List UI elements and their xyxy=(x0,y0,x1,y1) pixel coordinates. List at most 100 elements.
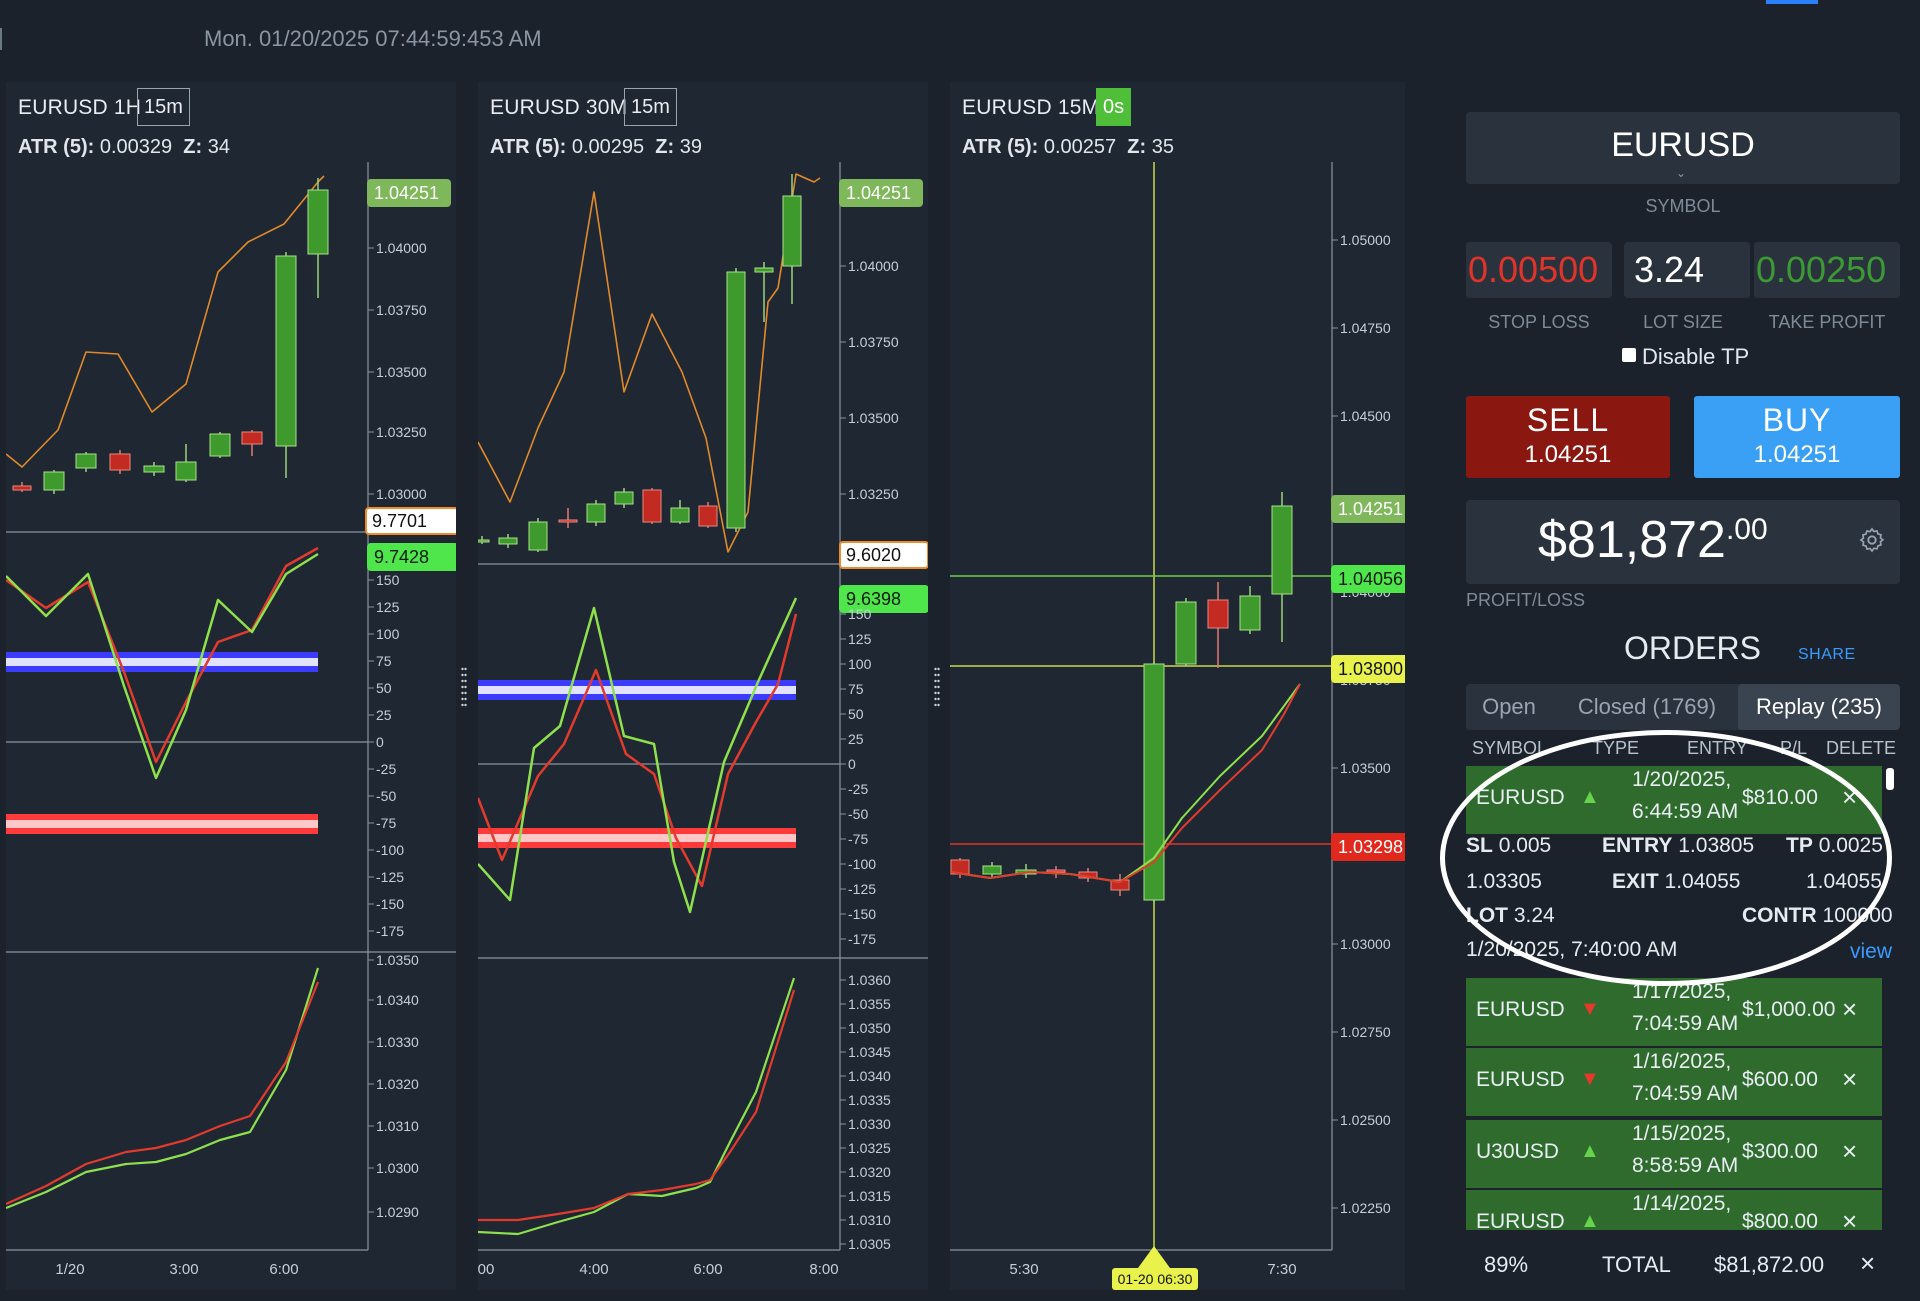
active-tab-indicator[interactable] xyxy=(1766,0,1818,4)
atr-readout: ATR (5): 0.00295 Z: 39 xyxy=(490,136,702,159)
order-date: 1/16/2025, xyxy=(1632,1050,1732,1073)
cursor-marker xyxy=(1138,1246,1170,1268)
tab-replay[interactable]: Replay (235) xyxy=(1738,684,1900,730)
panel-resize-handle[interactable] xyxy=(934,666,940,710)
candle xyxy=(1143,663,1165,901)
win-rate: 89% xyxy=(1484,1252,1529,1277)
symbol-value: EURUSD xyxy=(1611,126,1755,164)
toolbar-divider xyxy=(0,28,2,50)
symbol-selector[interactable]: EURUSD ⌄ xyxy=(1466,112,1900,184)
opened-timestamp: 1/20/2025, 7:40:00 AM xyxy=(1466,938,1678,961)
disable-tp-toggle[interactable]: Disable TP xyxy=(1622,344,1749,370)
order-symbol: EURUSD xyxy=(1476,1068,1565,1091)
price-tag xyxy=(839,585,928,613)
tab-closed[interactable]: Closed (1769) xyxy=(1577,694,1717,719)
sell-label: SELL xyxy=(1526,402,1610,438)
chart-30m-canvas[interactable]: 1.040001.037501.035001.032501.042519.602… xyxy=(478,82,928,1290)
axis-tick-label: 75 xyxy=(376,653,392,669)
candle xyxy=(109,453,131,471)
delete-order-icon[interactable]: × xyxy=(1842,1136,1858,1166)
order-row[interactable]: EURUSD ▲ 1/14/2025, $800.00 × xyxy=(1466,1190,1882,1230)
candle xyxy=(241,431,263,445)
axis-tick-label: 150 xyxy=(376,572,400,588)
axis-tick-label: -100 xyxy=(848,856,876,872)
timeframe-selector[interactable]: 15m xyxy=(624,88,677,126)
sell-price: 1.04251 xyxy=(1524,441,1612,468)
order-time: 6:44:59 AM xyxy=(1632,800,1739,823)
sell-button[interactable]: SELL 1.04251 xyxy=(1466,396,1670,478)
axis-tick-label: 1.0340 xyxy=(376,992,419,1008)
close-icon[interactable]: × xyxy=(1860,1248,1876,1278)
stop-loss-input[interactable]: 0.00500 xyxy=(1466,242,1612,298)
axis-tick-label: 1.03500 xyxy=(376,364,427,380)
z-label: Z: xyxy=(655,136,675,158)
ma-red xyxy=(478,989,796,1222)
delete-order-icon[interactable]: × xyxy=(1842,1206,1858,1230)
atr-label: ATR (5): xyxy=(490,136,567,158)
chevron-down-icon: ⌄ xyxy=(1676,166,1687,180)
lot-value: 3.24 xyxy=(1513,904,1555,927)
candle xyxy=(642,489,662,523)
panel-resize-handle[interactable] xyxy=(461,666,467,710)
total-value: $81,872.00 xyxy=(1714,1252,1825,1277)
candle xyxy=(982,865,1002,875)
chart-15m-canvas[interactable]: 1.050001.047501.045001.042501.040001.037… xyxy=(950,82,1405,1290)
tp-label: TP xyxy=(1786,834,1813,857)
price-tag-label: 9.6398 xyxy=(846,589,901,609)
price-tag xyxy=(1331,833,1405,861)
candle xyxy=(1239,595,1261,631)
chart-1h-canvas[interactable]: 1.040001.037501.035001.032501.030001.042… xyxy=(6,82,456,1290)
x-tick-label: 4:00 xyxy=(579,1261,608,1278)
gear-icon[interactable] xyxy=(1858,526,1886,554)
share-link[interactable]: SHARE xyxy=(1798,646,1856,663)
order-row[interactable]: EURUSD ▼ 1/16/2025, 7:04:59 AM $600.00 × xyxy=(1466,1048,1882,1116)
order-symbol: EURUSD xyxy=(1476,998,1565,1021)
axis-tick-label: 1.03500 xyxy=(848,410,899,426)
take-profit-input[interactable]: 0.00250 xyxy=(1754,242,1900,298)
candle xyxy=(698,505,718,527)
delete-order-icon[interactable]: × xyxy=(1842,1064,1858,1094)
order-row[interactable]: EURUSD ▼ 1/17/2025, 7:04:59 AM $1,000.00 × xyxy=(1466,978,1882,1046)
order-detail: SL 0.005 ENTRY 1.03805 TP 0.0025 1.03305… xyxy=(1466,834,1896,966)
axis-tick-label: 1.0310 xyxy=(848,1212,891,1228)
axis-tick-label: 1.03500 xyxy=(1340,760,1391,776)
delete-order-icon[interactable]: × xyxy=(1842,994,1858,1024)
axis-tick-label: 1.03250 xyxy=(848,486,899,502)
candle xyxy=(43,471,65,491)
axis-tick-label: 0 xyxy=(848,756,856,772)
order-pl: $600.00 xyxy=(1742,1068,1818,1091)
axis-tick-label: 1.04000 xyxy=(376,240,427,256)
atr-readout: ATR (5): 0.00257 Z: 35 xyxy=(962,136,1174,159)
candle xyxy=(528,521,548,551)
axis-tick-label: 125 xyxy=(848,631,872,647)
axis-tick-label: 150 xyxy=(848,606,872,622)
ma-red xyxy=(950,683,1301,883)
arrow-up-icon: ▲ xyxy=(1580,1140,1600,1162)
timeframe-selector[interactable]: 15m xyxy=(137,88,190,126)
axis-tick-label: 1.0305 xyxy=(848,1236,891,1252)
delete-order-icon[interactable]: × xyxy=(1842,782,1858,812)
sl-value: 0.005 xyxy=(1498,834,1552,857)
timeframe-selector[interactable]: 0s xyxy=(1096,88,1132,126)
order-row[interactable]: U30USD ▲ 1/15/2025, 8:58:59 AM $300.00 × xyxy=(1466,1120,1882,1188)
axis-tick-label: 1.0320 xyxy=(376,1076,419,1092)
view-link[interactable]: view xyxy=(1849,940,1892,963)
chart-panel-30m[interactable]: 1.04000 1.03750 1.03500 1.03250 1.04251 9.602… xyxy=(478,82,928,1290)
oversold-band xyxy=(478,834,796,842)
axis-tick-label: -175 xyxy=(376,923,404,939)
disable-tp-checkbox[interactable] xyxy=(1622,348,1636,362)
orders-scrollbar[interactable] xyxy=(1886,768,1894,790)
candle xyxy=(478,539,490,543)
tab-open[interactable]: Open xyxy=(1482,694,1536,719)
price-tag xyxy=(1331,655,1405,683)
sl-price: 1.03305 xyxy=(1466,870,1542,893)
chart-panel-15m[interactable]: 1.050001.047501.045001.042501.040001.037… xyxy=(950,82,1405,1290)
chart-panel-1h[interactable]: 1.04000 1.03750 1.03500 1.03250 1.03000 1.042… xyxy=(6,82,456,1290)
axis-tick-label: 1.04500 xyxy=(1340,408,1391,424)
buy-button[interactable]: BUY 1.04251 xyxy=(1694,396,1900,478)
order-row[interactable]: EURUSD ▲ 1/20/2025, 6:44:59 AM $810.00 × xyxy=(1466,766,1882,834)
axis-tick-label: -150 xyxy=(848,906,876,922)
candle xyxy=(558,519,578,523)
lot-size-input[interactable]: 3.24 xyxy=(1624,242,1750,298)
order-date: 1/15/2025, xyxy=(1632,1122,1732,1145)
